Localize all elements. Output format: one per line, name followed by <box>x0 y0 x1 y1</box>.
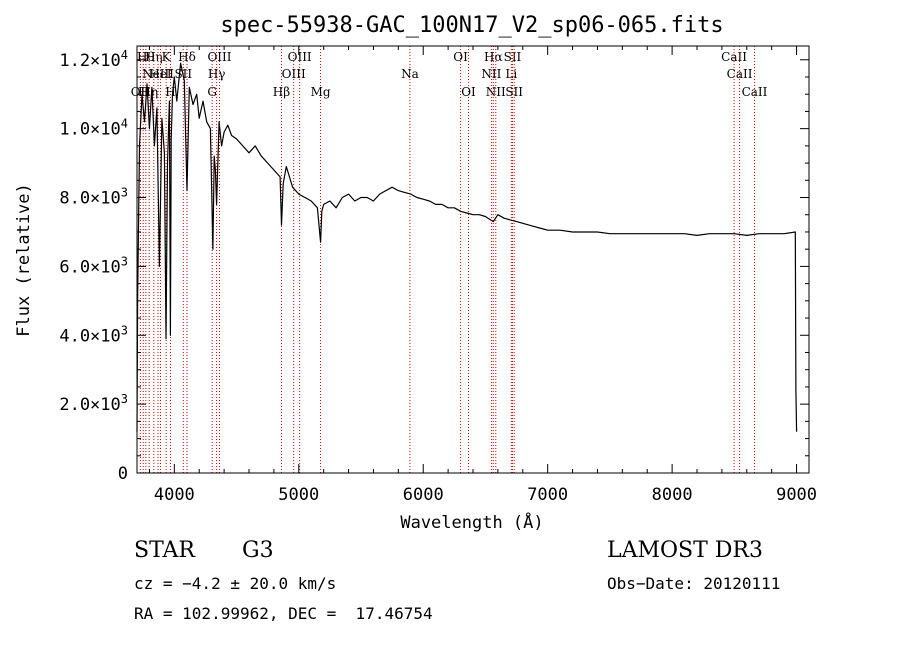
spectral-line-label: G <box>207 85 217 99</box>
axes: 4000 5000 6000 7000 8000 900002.0×1034.0×1036… <box>59 45 817 505</box>
survey-name: LAMOST DR3 <box>607 538 763 563</box>
y-tick-exponent: 4 <box>121 117 128 131</box>
spectral-line-label: OIII <box>282 67 306 81</box>
spectral-line-markers: OIIHHθHηHηNeIIIHeIKHSIIHδGHγOIIIHβOIIIOI… <box>131 46 768 473</box>
plot-frame <box>136 45 810 474</box>
spectral-line-label: NII <box>481 67 501 81</box>
spectral-line-label: CaII <box>727 67 753 81</box>
observation-date: Obs−Date: 20120111 <box>607 574 781 593</box>
y-tick-label: 1.2×104 <box>59 48 128 71</box>
spectral-line-label: SII <box>505 85 523 99</box>
spectrum-line <box>136 62 798 432</box>
spectral-line-label: NII <box>486 85 506 99</box>
y-tick-exponent: 3 <box>121 186 128 200</box>
spectral-line-label: H <box>165 85 175 99</box>
spectral-line-label: Hθ <box>137 50 155 64</box>
y-tick-mantissa: 1.0×10 <box>59 120 120 140</box>
spectral-line-label: K <box>162 50 172 64</box>
y-tick-exponent: 3 <box>121 392 128 406</box>
spectral-line-label: Na <box>401 67 419 81</box>
y-tick-mantissa: 6.0×10 <box>59 257 120 277</box>
y-tick-mantissa: 2.0×10 <box>59 395 120 415</box>
x-axis-label: Wavelength (Å) <box>400 511 543 533</box>
x-tick-label: 4000 <box>154 485 195 505</box>
redshift-velocity: cz = −4.2 ± 20.0 km/s <box>134 574 337 593</box>
x-tick-label: 9000 <box>776 485 817 505</box>
spectral-line-label: HeI <box>149 67 172 81</box>
y-tick-label: 2.0×103 <box>59 392 128 415</box>
coordinates: RA = 102.99962, DEC = 17.46754 <box>134 604 433 623</box>
spectral-line-label: Hδ <box>178 50 196 64</box>
spectral-line-label: CaII <box>742 85 768 99</box>
chart-title: spec-55938-GAC_100N17_V2_sp06-065.fits <box>220 13 723 38</box>
x-tick-label: 5000 <box>278 485 319 505</box>
y-tick-label: 8.0×103 <box>59 186 128 209</box>
spectral-line-label: CaII <box>721 50 747 64</box>
y-tick-label: 0 <box>118 464 128 484</box>
x-tick-label: 6000 <box>403 485 444 505</box>
spectral-line-label: Hγ <box>208 67 226 81</box>
spectral-line-label: H <box>138 85 148 99</box>
spectral-line-label: Hη <box>145 50 163 64</box>
object-class: STAR <box>134 538 195 563</box>
object-subclass: G3 <box>242 538 274 563</box>
spectral-line-label: Li <box>505 67 517 81</box>
spectral-line-label: SII <box>504 50 522 64</box>
y-tick-mantissa: 4.0×10 <box>59 326 120 346</box>
spectral-line-label: Hη <box>140 85 158 99</box>
spectral-line-label: Mg <box>311 85 331 99</box>
y-axis-label: Flux (relative) <box>14 183 34 337</box>
y-tick-exponent: 3 <box>121 254 128 268</box>
y-tick-mantissa: 8.0×10 <box>59 189 120 209</box>
spectral-line-label: Hβ <box>273 85 290 99</box>
y-tick-mantissa: 0 <box>118 464 128 484</box>
y-tick-exponent: 4 <box>121 48 128 62</box>
spectral-line-label: Hα <box>484 50 503 64</box>
spectral-line-label: OI <box>461 85 476 99</box>
y-tick-exponent: 3 <box>121 323 128 337</box>
x-tick-label: 7000 <box>527 485 568 505</box>
y-tick-label: 4.0×103 <box>59 323 128 346</box>
y-tick-label: 6.0×103 <box>59 254 128 277</box>
spectral-line-label: OI <box>453 50 468 64</box>
plot-area <box>136 62 798 432</box>
spectral-line-label: OIII <box>288 50 312 64</box>
y-tick-mantissa: 1.2×10 <box>59 51 120 71</box>
y-tick-label: 1.0×104 <box>59 117 128 140</box>
spectral-line-label: OIII <box>207 50 231 64</box>
x-tick-label: 8000 <box>652 485 693 505</box>
